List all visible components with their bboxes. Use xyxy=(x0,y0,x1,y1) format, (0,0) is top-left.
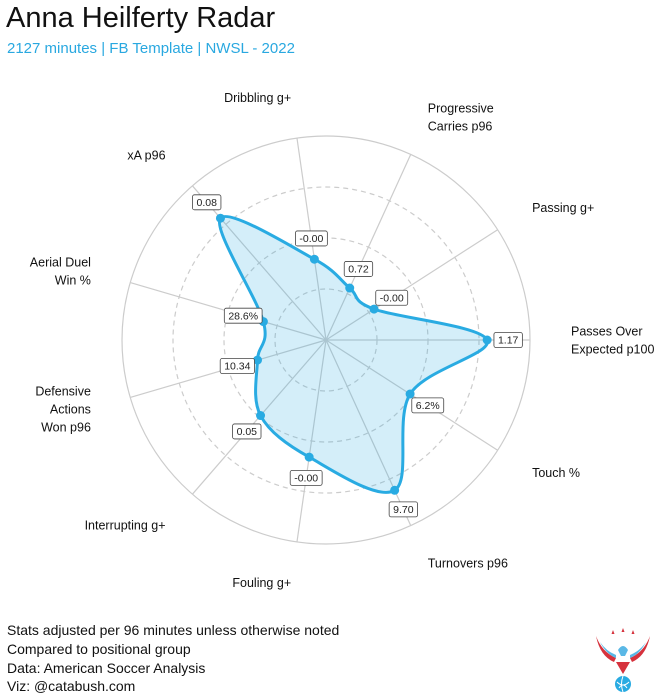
footer-note: Stats adjusted per 96 minutes unless oth… xyxy=(7,622,340,638)
value-label-box xyxy=(343,261,374,277)
axis-spoke xyxy=(296,339,327,543)
axis-label: Interrupting g+ xyxy=(85,519,166,533)
axis-spoke xyxy=(191,185,327,341)
axis-label: Fouling g+ xyxy=(232,576,291,590)
value-label-text: -0.00 xyxy=(380,292,404,304)
value-label-text: 1.17 xyxy=(498,335,519,347)
axis-label: Touch % xyxy=(532,466,580,480)
value-label-text: 9.70 xyxy=(393,504,414,516)
value-label-box xyxy=(219,358,255,374)
footer-note: Data: American Soccer Analysis xyxy=(7,659,206,676)
data-point xyxy=(309,254,319,264)
axis-label: Progressive xyxy=(428,102,494,116)
value-label-box xyxy=(232,423,262,440)
data-point xyxy=(252,355,262,365)
data-point xyxy=(345,283,355,293)
eagle-soccer-logo xyxy=(596,628,650,693)
value-label-box xyxy=(223,307,263,324)
axis-label: Win % xyxy=(55,273,91,287)
axis-label: xA p96 xyxy=(127,148,165,162)
value-label-box xyxy=(192,194,222,211)
data-point xyxy=(482,335,492,345)
value-label: 0.08 xyxy=(192,194,222,211)
value-label-box xyxy=(295,230,328,247)
axis-label: Aerial Duel xyxy=(30,255,91,269)
data-point xyxy=(304,452,314,462)
value-label-box xyxy=(289,470,323,486)
value-label: -0.00 xyxy=(295,230,328,247)
axis-spoke xyxy=(325,154,412,341)
data-point xyxy=(390,485,400,495)
axis-label: Actions xyxy=(50,403,91,417)
value-label: 0.72 xyxy=(343,261,374,277)
axis-label: Carries p96 xyxy=(428,120,493,134)
axis-label: Passing g+ xyxy=(532,201,594,215)
value-label-text: 0.08 xyxy=(196,197,217,209)
value-label-text: 0.72 xyxy=(348,264,369,276)
value-label: 9.70 xyxy=(388,501,418,518)
footer-notes: Stats adjusted per 96 minutes unless oth… xyxy=(7,621,339,696)
data-point xyxy=(369,304,379,314)
value-label-box xyxy=(375,289,409,306)
value-label-box xyxy=(411,397,445,414)
value-label: -0.00 xyxy=(375,289,409,306)
footer-note: Viz: @catabush.com xyxy=(7,678,136,695)
value-label: 10.34 xyxy=(219,358,255,374)
axis-spoke xyxy=(325,229,498,341)
data-point xyxy=(215,213,225,223)
axis-label: Dribbling g+ xyxy=(224,91,291,105)
data-point xyxy=(405,389,415,399)
axis-label: Won p96 xyxy=(41,421,91,435)
value-label: 0.05 xyxy=(232,423,262,440)
radar-area xyxy=(217,215,489,494)
axis-spoke xyxy=(325,339,412,526)
value-label-text: 10.34 xyxy=(224,361,250,373)
value-label-box xyxy=(493,332,523,348)
axis-label: Passes Over xyxy=(571,325,643,339)
value-label-text: 0.05 xyxy=(237,426,258,438)
chart-title: Anna Heilferty Radar xyxy=(6,2,276,34)
value-label: -0.00 xyxy=(289,470,323,486)
chart-subtitle: 2127 minutes | FB Template | NWSL - 2022 xyxy=(7,40,295,57)
axis-label: Turnovers p96 xyxy=(428,556,508,570)
value-label: 1.17 xyxy=(493,332,523,348)
value-label-box xyxy=(388,501,418,518)
value-label: 28.6% xyxy=(223,307,263,324)
value-label-text: 28.6% xyxy=(228,310,258,322)
footer-note: Compared to positional group xyxy=(7,640,191,657)
value-label-text: -0.00 xyxy=(299,233,323,245)
value-label: 6.2% xyxy=(411,397,445,414)
value-label-text: 6.2% xyxy=(416,400,440,412)
value-label-text: -0.00 xyxy=(294,473,318,485)
axis-label: Expected p100 xyxy=(571,343,654,357)
data-point xyxy=(256,411,266,421)
axis-label: Defensive xyxy=(35,385,91,399)
